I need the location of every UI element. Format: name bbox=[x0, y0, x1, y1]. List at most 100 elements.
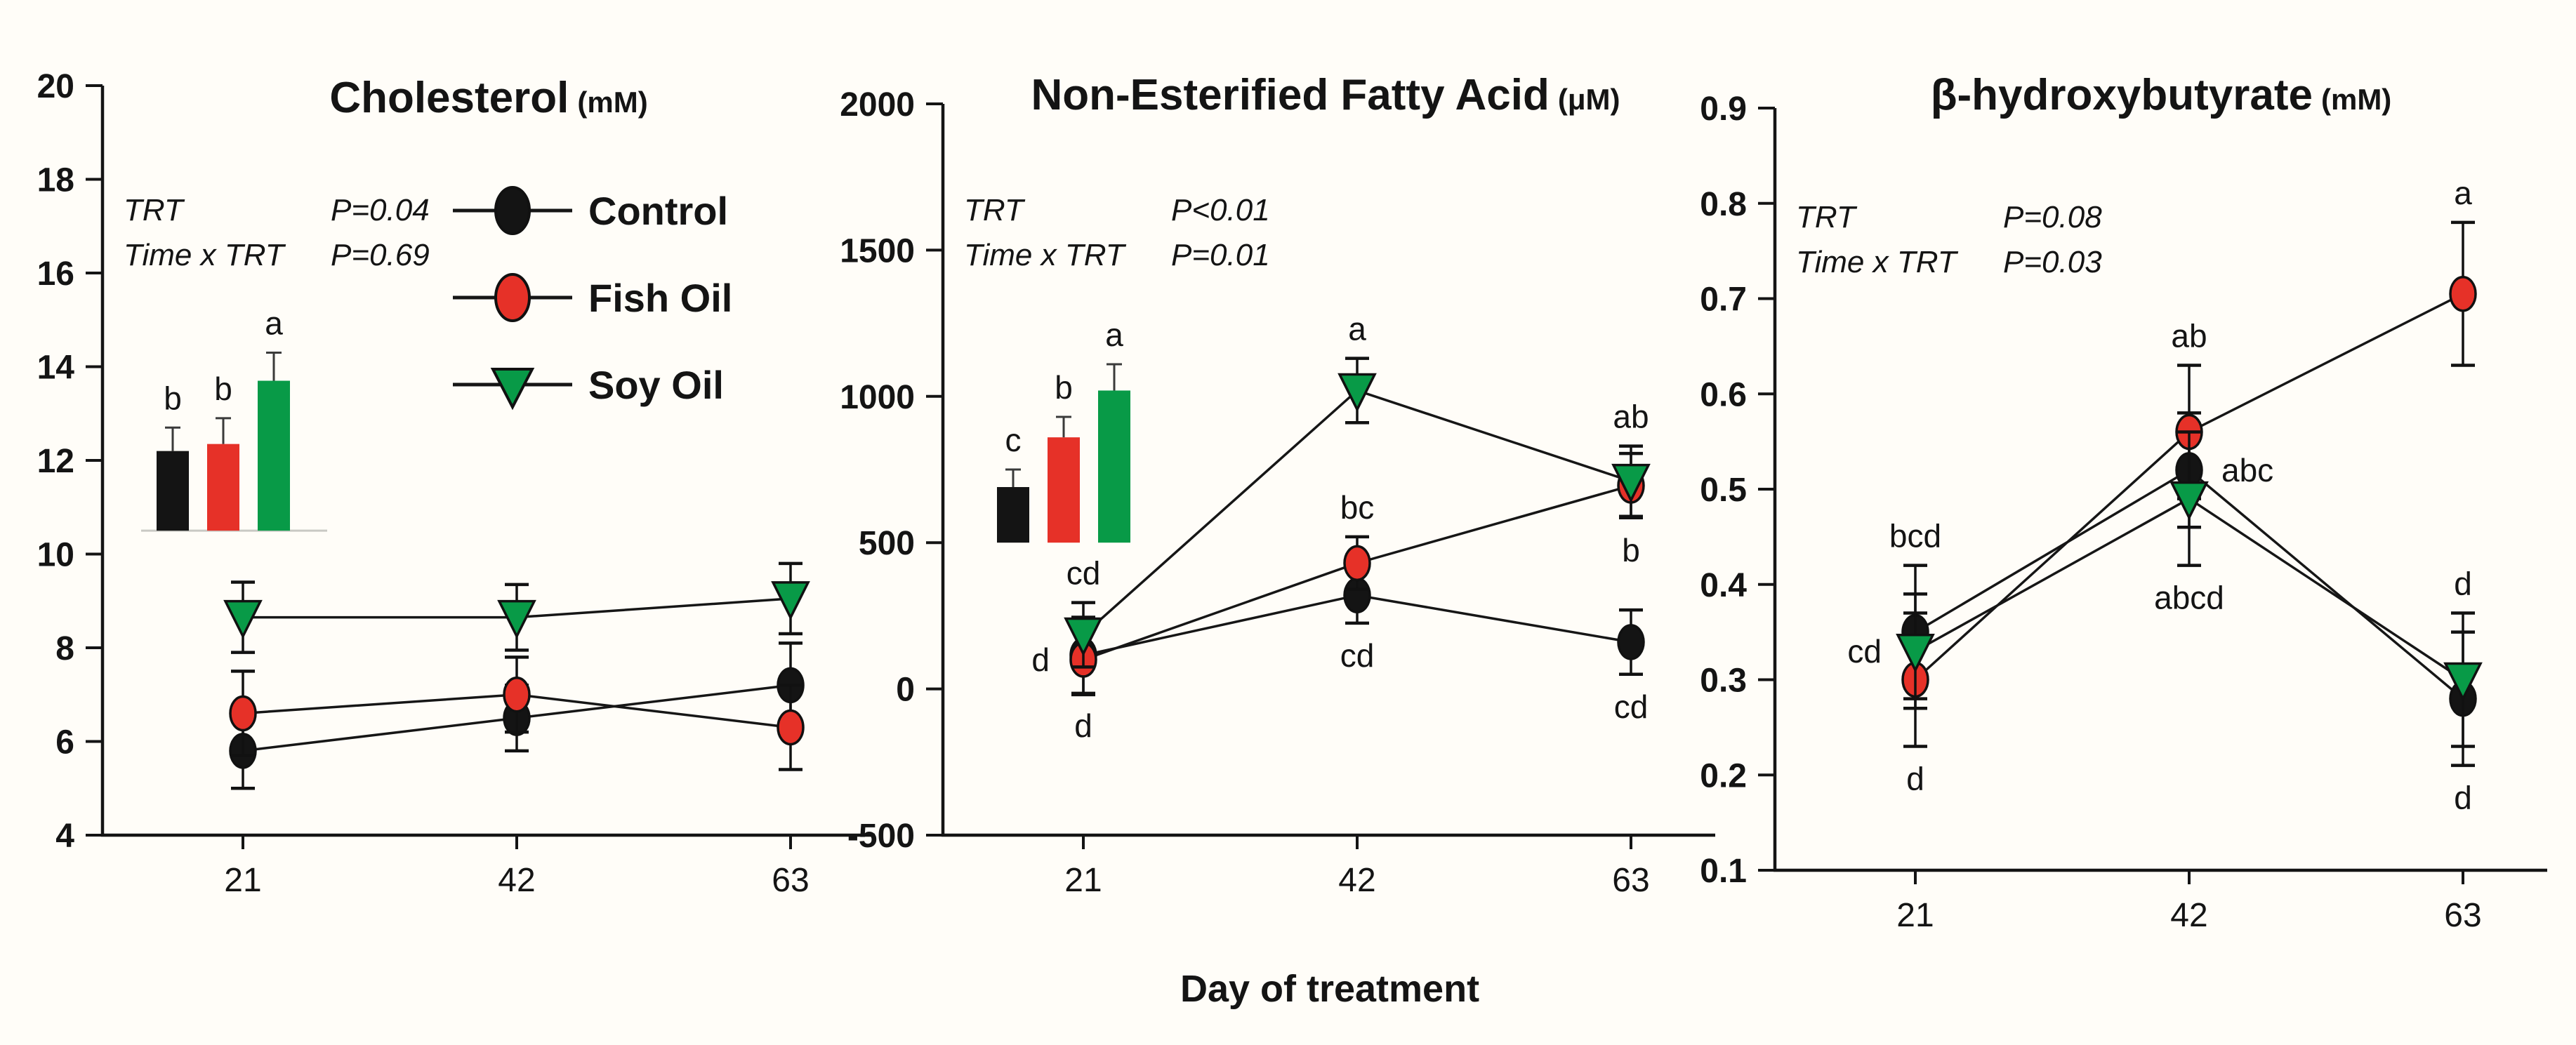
legend-item-control: Control bbox=[449, 181, 732, 240]
panel-0: 4 6 8 10 12 14 16 18 20 21 42 63 b ba bbox=[37, 68, 875, 899]
svg-text:21: 21 bbox=[1896, 897, 1934, 934]
svg-text:8: 8 bbox=[55, 630, 74, 667]
svg-text:21: 21 bbox=[1064, 862, 1102, 899]
svg-text:42: 42 bbox=[1338, 862, 1375, 899]
panel-1-axes: -500 0 500 1000 1500 2000 21 42 63 bbox=[840, 86, 1715, 899]
svg-text:21: 21 bbox=[224, 862, 261, 899]
svg-text:0.2: 0.2 bbox=[1700, 757, 1747, 794]
stats-label: TRT bbox=[124, 193, 183, 227]
svg-text:12: 12 bbox=[37, 443, 74, 480]
panel-2-series-soy-oil: cd abcd d bbox=[1847, 430, 2483, 748]
svg-text:a: a bbox=[1348, 311, 1366, 347]
panel-title-unit: (mM) bbox=[2320, 83, 2392, 116]
stats-nefa: TRT P<0.01 Time x TRT P=0.01 bbox=[964, 188, 1270, 278]
svg-text:1500: 1500 bbox=[840, 232, 915, 269]
svg-text:42: 42 bbox=[498, 862, 535, 899]
svg-text:0.9: 0.9 bbox=[1700, 91, 1747, 128]
svg-text:1000: 1000 bbox=[840, 379, 915, 416]
panel-0-axes: 4 6 8 10 12 14 16 18 20 21 42 63 bbox=[37, 68, 875, 899]
svg-text:bc: bc bbox=[1340, 489, 1375, 526]
svg-text:20: 20 bbox=[37, 68, 74, 105]
svg-text:4: 4 bbox=[55, 818, 74, 855]
stats-row-trt: TRT P=0.08 bbox=[1796, 195, 2102, 240]
stats-row-trt: TRT P<0.01 bbox=[964, 188, 1270, 233]
legend-label: Control bbox=[588, 188, 729, 233]
panel-title-text: Cholesterol bbox=[329, 74, 569, 122]
svg-text:0.4: 0.4 bbox=[1700, 567, 1747, 604]
svg-text:b: b bbox=[1055, 369, 1073, 406]
svg-text:2000: 2000 bbox=[840, 86, 915, 124]
stats-row-timextrt: Time x TRT P=0.69 bbox=[124, 233, 430, 278]
svg-text:a: a bbox=[2454, 175, 2472, 211]
svg-text:0.3: 0.3 bbox=[1700, 663, 1747, 700]
legend-item-soy-oil: Soy Oil bbox=[449, 355, 732, 414]
stats-label: Time x TRT bbox=[124, 238, 284, 272]
panel-0-inset-bars: b ba bbox=[141, 305, 327, 532]
svg-text:0: 0 bbox=[896, 672, 915, 709]
svg-text:0.8: 0.8 bbox=[1700, 186, 1747, 223]
svg-text:b: b bbox=[164, 380, 182, 416]
legend-item-fish-oil: Fish Oil bbox=[449, 268, 732, 327]
panel-2-axes: 0.1 0.2 0.3 0.4 0.5 0.6 0.7 0.8 0.9 21 42 63 bbox=[1700, 91, 2547, 934]
svg-text:ab: ab bbox=[1613, 399, 1649, 435]
stats-pvalue: P=0.08 bbox=[2003, 200, 2102, 234]
fish-oil-marker-icon bbox=[453, 273, 572, 322]
svg-text:42: 42 bbox=[2170, 897, 2207, 934]
svg-text:63: 63 bbox=[772, 862, 809, 899]
svg-text:abcd: abcd bbox=[2154, 580, 2224, 616]
stats-cholesterol: TRT P=0.04 Time x TRT P=0.69 bbox=[124, 188, 430, 278]
svg-text:abc: abc bbox=[2221, 452, 2273, 488]
stats-pvalue: P=0.01 bbox=[1171, 238, 1270, 272]
svg-text:16: 16 bbox=[37, 255, 74, 293]
svg-text:0.7: 0.7 bbox=[1700, 281, 1747, 319]
svg-text:b: b bbox=[1622, 532, 1640, 568]
svg-text:ab: ab bbox=[2171, 318, 2207, 354]
svg-text:d: d bbox=[1906, 761, 1924, 797]
svg-text:63: 63 bbox=[2444, 897, 2481, 934]
svg-text:6: 6 bbox=[55, 724, 74, 761]
svg-text:14: 14 bbox=[37, 350, 75, 387]
svg-text:d: d bbox=[1074, 707, 1092, 744]
svg-text:a: a bbox=[1105, 317, 1123, 353]
stats-row-timextrt: Time x TRT P=0.01 bbox=[964, 233, 1270, 278]
stats-label: TRT bbox=[964, 193, 1024, 227]
panel-0-series-soy-oil bbox=[223, 561, 810, 654]
svg-text:cd: cd bbox=[1340, 637, 1375, 674]
svg-text:18: 18 bbox=[37, 162, 74, 199]
panel-title-text: Non-Esterified Fatty Acid bbox=[1031, 71, 1550, 119]
control-marker-icon bbox=[453, 186, 572, 235]
stats-pvalue: P<0.01 bbox=[1171, 193, 1270, 227]
stats-pvalue: P=0.69 bbox=[331, 238, 430, 272]
svg-text:10: 10 bbox=[37, 537, 74, 574]
stats-bhb: TRT P=0.08 Time x TRT P=0.03 bbox=[1796, 195, 2102, 285]
stats-row-trt: TRT P=0.04 bbox=[124, 188, 430, 233]
panel-title-text: β-hydroxybutyrate bbox=[1930, 71, 2313, 119]
svg-text:-500: -500 bbox=[847, 818, 915, 855]
x-axis-title: Day of treatment bbox=[1180, 968, 1480, 1010]
svg-text:d: d bbox=[2454, 780, 2472, 816]
panel-1-inset-bars: cba bbox=[997, 317, 1130, 543]
svg-text:63: 63 bbox=[1612, 862, 1649, 899]
stats-row-timextrt: Time x TRT P=0.03 bbox=[1796, 240, 2102, 285]
svg-text:cd: cd bbox=[1066, 555, 1101, 592]
panel-title-unit: (μM) bbox=[1557, 83, 1620, 116]
stats-label: TRT bbox=[1796, 200, 1856, 234]
svg-text:0.5: 0.5 bbox=[1700, 472, 1747, 509]
panel-title-cholesterol: Cholesterol (mM) bbox=[103, 73, 875, 123]
legend: Control Fish Oil Soy Oil bbox=[449, 181, 732, 414]
svg-text:cd: cd bbox=[1847, 633, 1882, 670]
legend-label: Soy Oil bbox=[588, 362, 724, 407]
soy-oil-marker-icon bbox=[453, 368, 572, 411]
legend-label: Fish Oil bbox=[588, 275, 733, 320]
svg-text:500: 500 bbox=[859, 525, 915, 562]
svg-text:c: c bbox=[1005, 422, 1022, 458]
stats-pvalue: P=0.03 bbox=[2003, 245, 2102, 279]
panel-1-series-control: d cd cd bbox=[1069, 566, 1648, 744]
stats-label: Time x TRT bbox=[1796, 245, 1957, 279]
panel-title-nefa: Non-Esterified Fatty Acid (μM) bbox=[943, 70, 1708, 120]
svg-text:0.6: 0.6 bbox=[1700, 376, 1747, 413]
stats-label: Time x TRT bbox=[964, 238, 1125, 272]
